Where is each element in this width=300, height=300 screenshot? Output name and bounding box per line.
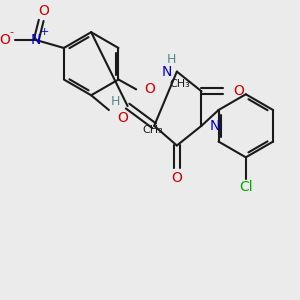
Text: N: N bbox=[31, 33, 41, 47]
Text: O: O bbox=[117, 111, 128, 125]
Text: O: O bbox=[39, 4, 50, 17]
Text: N: N bbox=[162, 64, 172, 79]
Text: H: H bbox=[167, 53, 177, 66]
Text: Cl: Cl bbox=[239, 180, 253, 194]
Text: O: O bbox=[0, 33, 10, 47]
Text: CH₃: CH₃ bbox=[170, 80, 190, 89]
Text: O: O bbox=[145, 82, 155, 96]
Text: -: - bbox=[10, 27, 14, 37]
Text: N: N bbox=[209, 119, 220, 133]
Text: CH₃: CH₃ bbox=[142, 125, 163, 135]
Text: O: O bbox=[171, 171, 182, 185]
Text: O: O bbox=[233, 84, 244, 98]
Text: +: + bbox=[40, 27, 49, 37]
Text: H: H bbox=[111, 95, 121, 108]
